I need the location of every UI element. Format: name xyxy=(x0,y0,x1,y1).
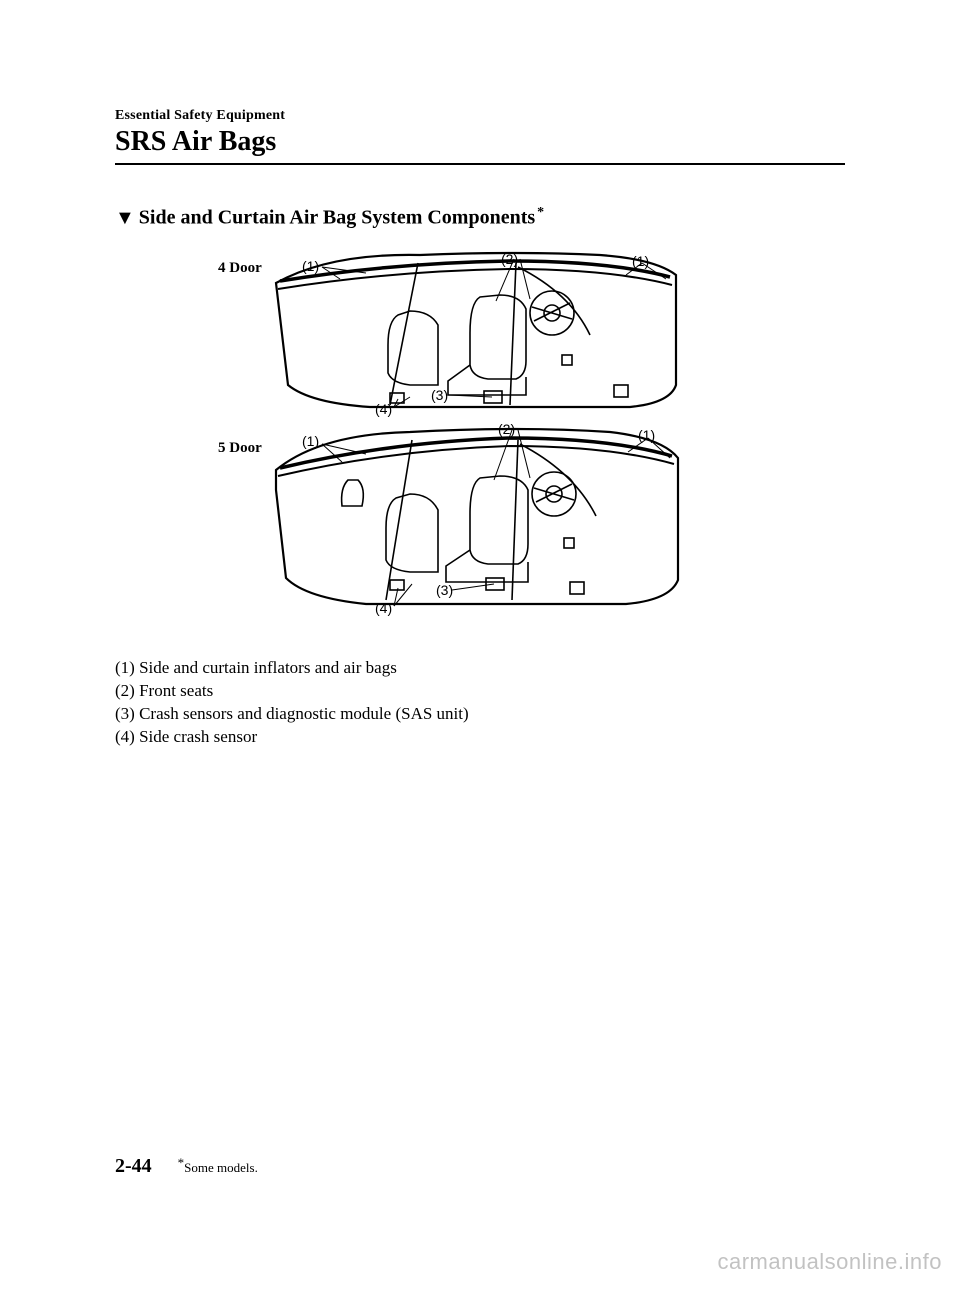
diagram1-svg xyxy=(270,245,690,430)
header-category: Essential Safety Equipment xyxy=(115,108,285,124)
legend-item-2: (2) Front seats xyxy=(115,680,469,703)
page: Essential Safety Equipment SRS Air Bags … xyxy=(0,0,960,1293)
diagram1-label: 4 Door xyxy=(218,260,262,277)
page-footer: 2-44 *Some models. xyxy=(115,1155,258,1178)
legend-list: (1) Side and curtain inflators and air b… xyxy=(115,657,469,749)
legend-item-1: (1) Side and curtain inflators and air b… xyxy=(115,657,469,680)
section-subheading: ▼Side and Curtain Air Bag System Compone… xyxy=(115,205,544,230)
page-number: 2-44 xyxy=(115,1155,152,1177)
legend-item-3: (3) Crash sensors and diagnostic module … xyxy=(115,703,469,726)
subhead-marker-icon: ▼ xyxy=(115,207,135,229)
subhead-text: Side and Curtain Air Bag System Componen… xyxy=(139,207,535,229)
footnote-text: Some models. xyxy=(184,1160,258,1175)
diagram2-svg xyxy=(270,420,690,630)
diagram2-label: 5 Door xyxy=(218,440,262,457)
header-title: SRS Air Bags xyxy=(115,126,285,158)
header-rule xyxy=(115,163,845,165)
legend-item-4: (4) Side crash sensor xyxy=(115,726,469,749)
subhead-asterisk: * xyxy=(537,205,544,220)
footnote: *Some models. xyxy=(178,1160,258,1175)
watermark: carmanualsonline.info xyxy=(717,1249,942,1275)
page-header: Essential Safety Equipment SRS Air Bags xyxy=(115,108,285,158)
